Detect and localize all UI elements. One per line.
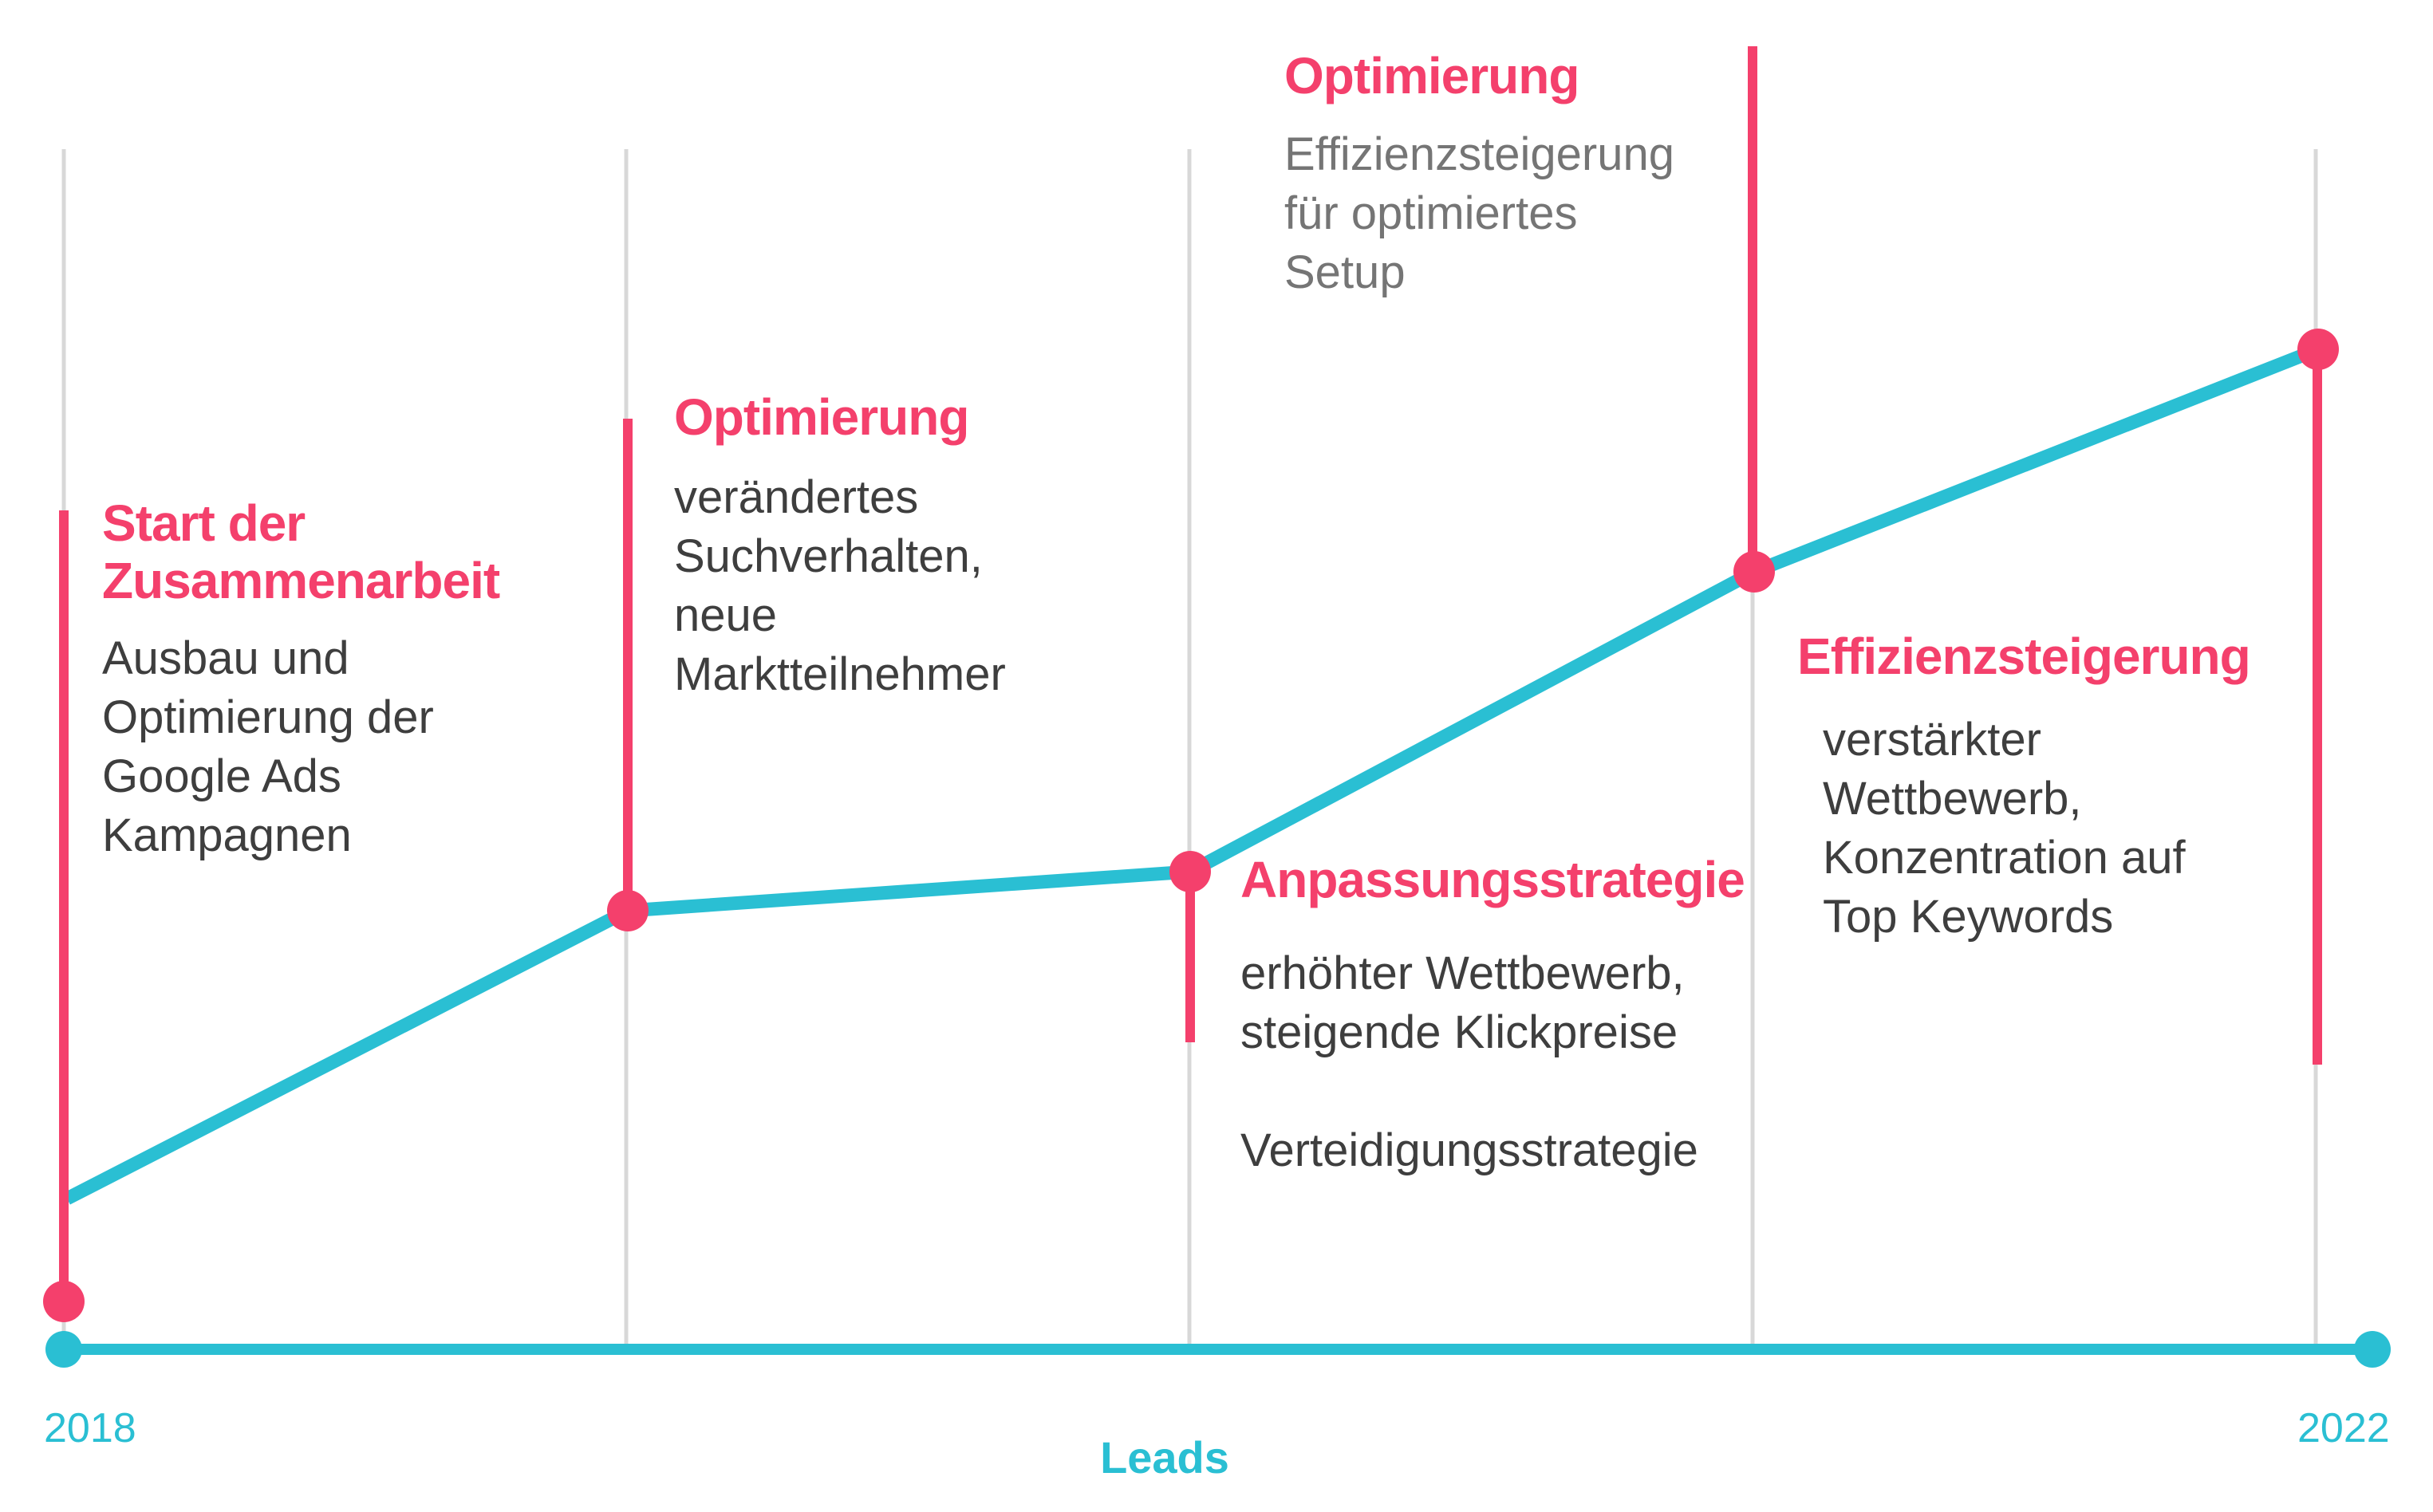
milestone-5-title: Effizienzsteigerung bbox=[1797, 628, 2251, 685]
time-axis-start-dot bbox=[45, 1331, 82, 1368]
milestone-2-description: verändertes Suchverhalten, neue Markttei… bbox=[674, 471, 1006, 700]
milestone-3-description: erhöhter Wettbewerb, steigende Klickprei… bbox=[1240, 947, 1698, 1176]
milestone-4-description: Effizienzsteigerung für optimiertes Setu… bbox=[1284, 128, 1675, 298]
milestone-3-title: Anpassungsstrategie bbox=[1240, 851, 1745, 908]
milestone-5-dot bbox=[2297, 329, 2339, 370]
milestone-5-description: verstärkter Wettbewerb, Konzentration au… bbox=[1823, 714, 2186, 943]
milestone-2-dot bbox=[607, 890, 649, 931]
axis-year-label-start: 2018 bbox=[44, 1405, 136, 1451]
axis-year-label-end: 2022 bbox=[2297, 1405, 2390, 1451]
milestone-3-dot bbox=[1169, 851, 1211, 892]
milestone-1-description: Ausbau und Optimierung der Google Ads Ka… bbox=[102, 632, 434, 861]
milestone-1-dot bbox=[43, 1281, 85, 1322]
axis-title-leads: Leads bbox=[1100, 1432, 1229, 1482]
milestone-2-title: Optimierung bbox=[674, 388, 969, 446]
milestone-4-title: Optimierung bbox=[1284, 47, 1579, 104]
milestone-4-dot bbox=[1733, 551, 1775, 593]
milestone-1-title: Start der Zusammenarbeit bbox=[102, 494, 500, 609]
time-axis-end-dot bbox=[2354, 1331, 2391, 1368]
